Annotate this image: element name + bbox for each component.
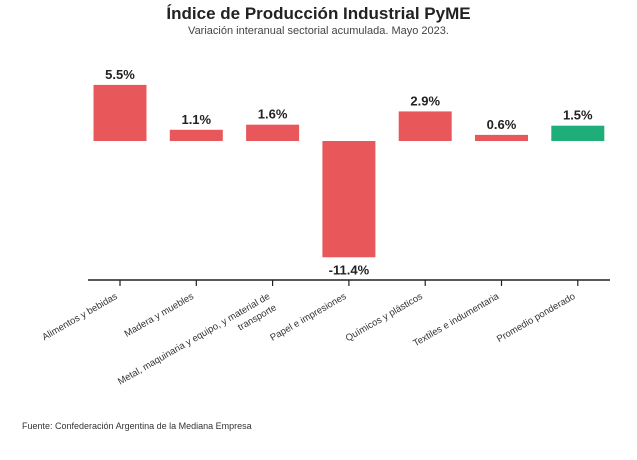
source-note: Fuente: Confederación Argentina de la Me… bbox=[22, 421, 252, 431]
x-tick-label-line: Promedio ponderado bbox=[495, 291, 577, 345]
data-label: 5.5% bbox=[105, 67, 135, 82]
data-label: 1.5% bbox=[563, 108, 593, 123]
x-tick-label-line: Textiles e indumentaria bbox=[411, 291, 501, 349]
bar bbox=[322, 141, 376, 258]
x-tick-label-line: Madera y muebles bbox=[123, 291, 196, 340]
x-tick-label: Metal, maquinaria y equipo, y material d… bbox=[116, 291, 278, 399]
x-tick-label: Papel e impresiones bbox=[268, 291, 348, 344]
data-label: 0.6% bbox=[487, 117, 517, 132]
x-tick-label: Madera y muebles bbox=[123, 291, 196, 340]
bar bbox=[246, 124, 300, 141]
x-tick-label-line: Alimentos y bebidas bbox=[40, 291, 119, 343]
bar bbox=[93, 84, 147, 141]
chart-title: Índice de Producción Industrial PyME bbox=[166, 4, 471, 23]
data-label: -11.4% bbox=[329, 262, 370, 277]
x-tick-label: Promedio ponderado bbox=[495, 291, 577, 345]
bar bbox=[551, 125, 605, 141]
x-tick-label-line: Químicos y plásticos bbox=[344, 291, 425, 344]
data-label: 2.9% bbox=[410, 93, 440, 108]
chart-subtitle: Variación interanual sectorial acumulada… bbox=[188, 25, 449, 37]
x-tick-label-line: Metal, maquinaria y equipo, y material d… bbox=[116, 291, 272, 387]
x-tick-label: Textiles e indumentaria bbox=[411, 291, 501, 349]
x-tick-label: Alimentos y bebidas bbox=[40, 291, 119, 343]
x-tick-label-line: Papel e impresiones bbox=[268, 291, 348, 344]
bar bbox=[398, 111, 452, 141]
bar bbox=[475, 134, 528, 141]
bar bbox=[169, 129, 223, 141]
x-tick-label: Químicos y plásticos bbox=[344, 291, 425, 344]
data-label: 1.1% bbox=[181, 112, 211, 127]
data-label: 1.6% bbox=[258, 107, 288, 122]
